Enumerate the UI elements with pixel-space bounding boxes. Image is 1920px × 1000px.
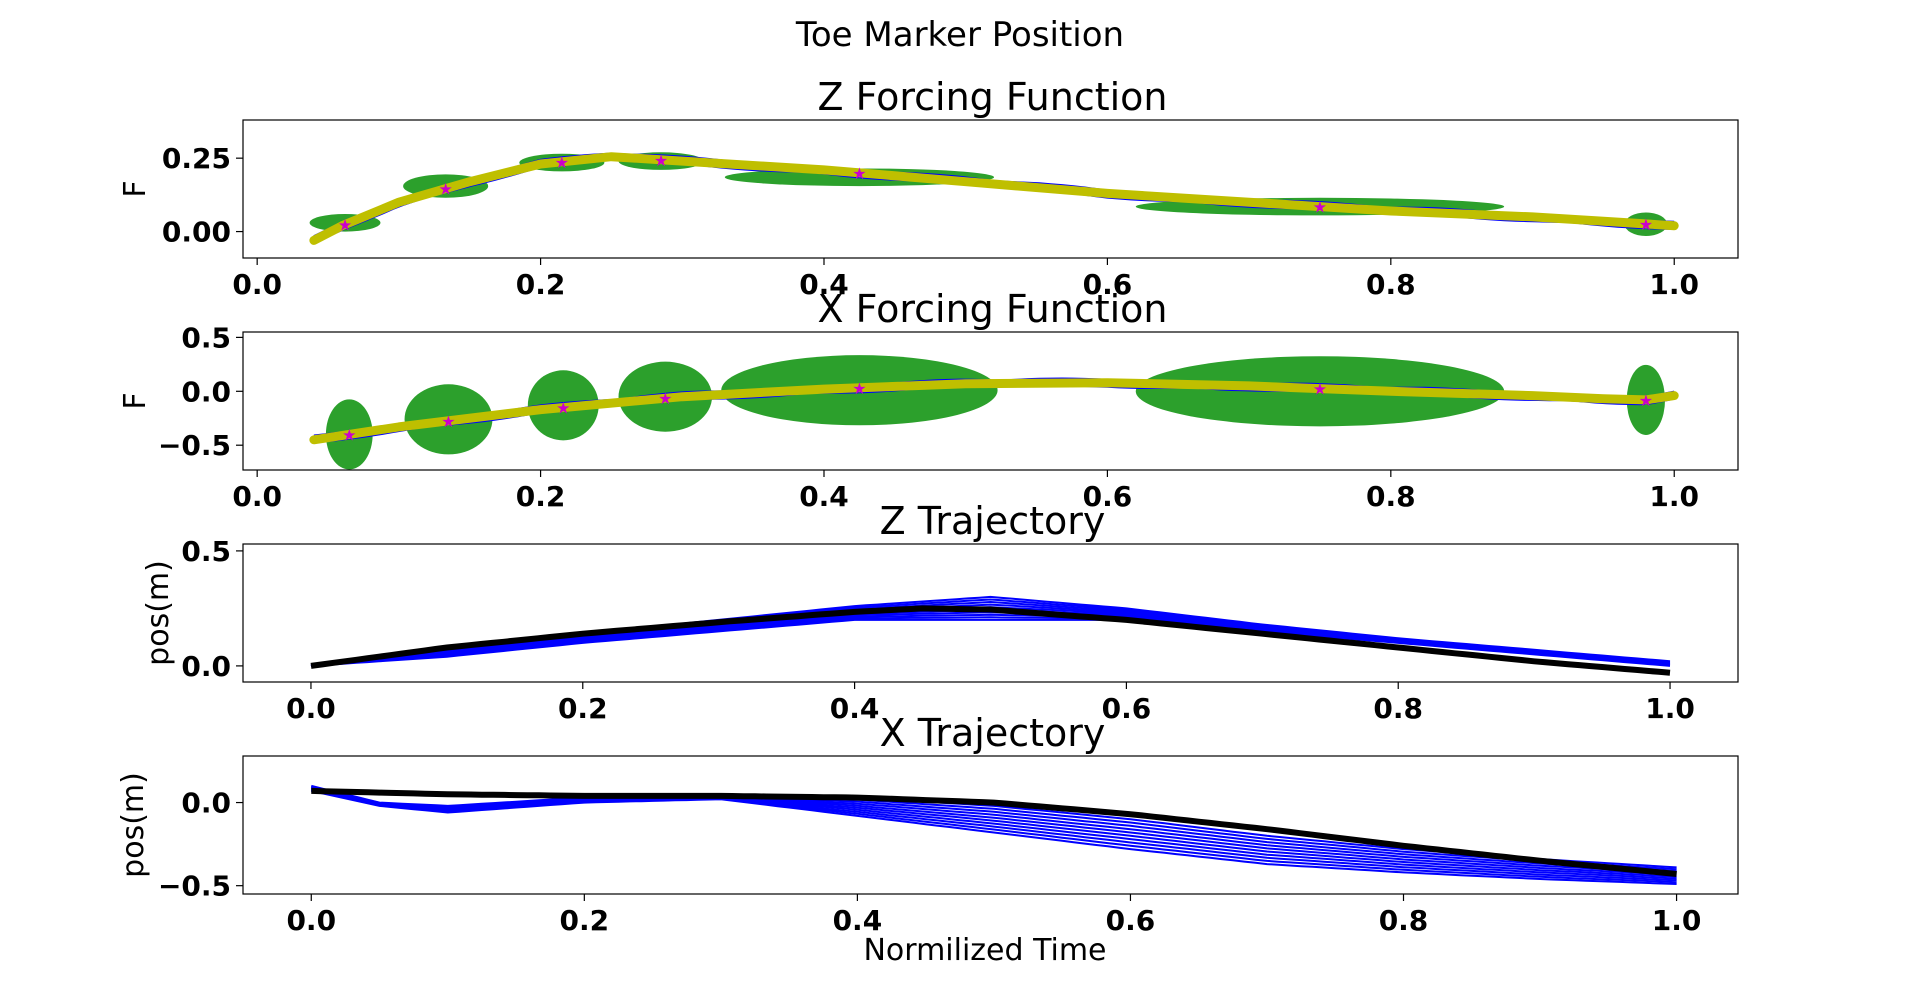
x-tick-label: 1.0: [1645, 692, 1695, 725]
y-tick-label: −0.5: [158, 429, 231, 462]
center-marker: ★: [654, 151, 668, 170]
x-tick-label: 1.0: [1652, 904, 1702, 937]
center-marker: ★: [1639, 391, 1653, 410]
center-marker: ★: [556, 399, 570, 418]
mean-forcing-line: [309, 152, 1679, 245]
axes-frame: [242, 119, 1739, 259]
subplot-title: Z Forcing Function: [817, 75, 1167, 119]
x-tick-label: 0.8: [1379, 904, 1429, 937]
x-tick-label: 0.6: [1102, 692, 1152, 725]
center-marker: ★: [555, 153, 569, 172]
subplot-panels: ★ ★ ★ ★ ★ ★ ★ Z Forcing Function 0.0 0.2 0.4 0.6 0.8…: [116, 75, 1739, 937]
y-tick-label: 0.0: [181, 650, 231, 683]
x-tick-label: 0.2: [560, 904, 610, 937]
plot-area: [310, 595, 1671, 676]
reproduced-trajectory-line: [310, 605, 1671, 676]
x-tick-label: 0.0: [232, 268, 282, 301]
subplot-1: ★ ★ ★ ★ ★ ★ ★ Z Forcing Function 0.0 0.2 0.4 0.6 0.8…: [118, 75, 1739, 301]
figure-suptitle: Toe Marker Position: [795, 15, 1124, 55]
y-tick-label: 0.0: [181, 787, 231, 820]
axes-frame: [242, 331, 1739, 471]
plot-area: ★ ★ ★ ★ ★ ★ ★: [309, 355, 1679, 470]
center-marker: ★: [438, 180, 452, 199]
x-tick-label: 0.4: [830, 692, 880, 725]
x-tick-label: 0.0: [286, 692, 336, 725]
plot-area: [311, 784, 1677, 885]
y-axis-label: F: [118, 392, 153, 409]
x-axis-label: Normilized Time: [863, 933, 1106, 968]
x-tick-label: 0.2: [558, 692, 608, 725]
mean-forcing-line: [309, 378, 1679, 445]
x-tick-label: 0.6: [1083, 480, 1133, 513]
x-tick-label: 0.8: [1366, 268, 1416, 301]
y-tick-label: 0.25: [162, 142, 231, 175]
x-tick-label: 0.4: [833, 904, 883, 937]
center-marker: ★: [1639, 215, 1653, 234]
center-marker: ★: [658, 389, 672, 408]
y-axis-label: F: [118, 180, 153, 197]
center-marker: ★: [342, 425, 356, 444]
reproduced-trajectory-line: [311, 787, 1677, 877]
plot-area: ★ ★ ★ ★ ★ ★ ★: [309, 151, 1679, 245]
axes-frame: [242, 543, 1739, 683]
subplot-2: ★ ★ ★ ★ ★ ★ ★ X Forcing Function 0.0 0.2 0.4 0.6 0.8…: [118, 287, 1739, 513]
y-axis-label: pos(m): [116, 772, 151, 878]
y-tick-label: 0.00: [162, 216, 231, 249]
x-tick-label: 0.2: [516, 268, 566, 301]
subplot-title: Z Trajectory: [880, 499, 1106, 543]
x-tick-label: 0.8: [1366, 480, 1416, 513]
y-tick-label: 0.5: [181, 535, 231, 568]
x-tick-label: 0.8: [1373, 692, 1423, 725]
center-marker: ★: [852, 164, 866, 183]
subplot-3: Z Trajectory 0.0 0.2 0.4 0.6 0.8 1.0 0.0 0.5pos(…: [141, 499, 1739, 725]
subplot-title: X Forcing Function: [817, 287, 1167, 331]
y-tick-label: 0.5: [181, 321, 231, 354]
x-tick-label: 0.4: [799, 480, 849, 513]
x-tick-label: 1.0: [1649, 480, 1699, 513]
center-marker: ★: [1313, 380, 1327, 399]
center-marker: ★: [441, 412, 455, 431]
x-tick-label: 0.6: [1083, 268, 1133, 301]
x-tick-label: 0.0: [232, 480, 282, 513]
x-tick-label: 0.6: [1106, 904, 1156, 937]
y-tick-label: −0.5: [158, 870, 231, 903]
subplot-4: X Trajectory 0.0 0.2 0.4 0.6 0.8 1.0 −0.5 0.0 pos…: [116, 711, 1739, 937]
x-tick-label: 1.0: [1649, 268, 1699, 301]
y-axis-label: pos(m): [141, 560, 176, 666]
demo-line: [311, 785, 1677, 871]
subplot-title: X Trajectory: [880, 711, 1106, 755]
axes-frame: [242, 755, 1739, 895]
center-marker: ★: [1313, 198, 1327, 217]
x-tick-label: 0.2: [516, 480, 566, 513]
x-tick-label: 0.0: [286, 904, 336, 937]
y-tick-label: 0.0: [181, 375, 231, 408]
center-marker: ★: [338, 216, 352, 235]
x-tick-label: 0.4: [799, 268, 849, 301]
center-marker: ★: [852, 379, 866, 398]
